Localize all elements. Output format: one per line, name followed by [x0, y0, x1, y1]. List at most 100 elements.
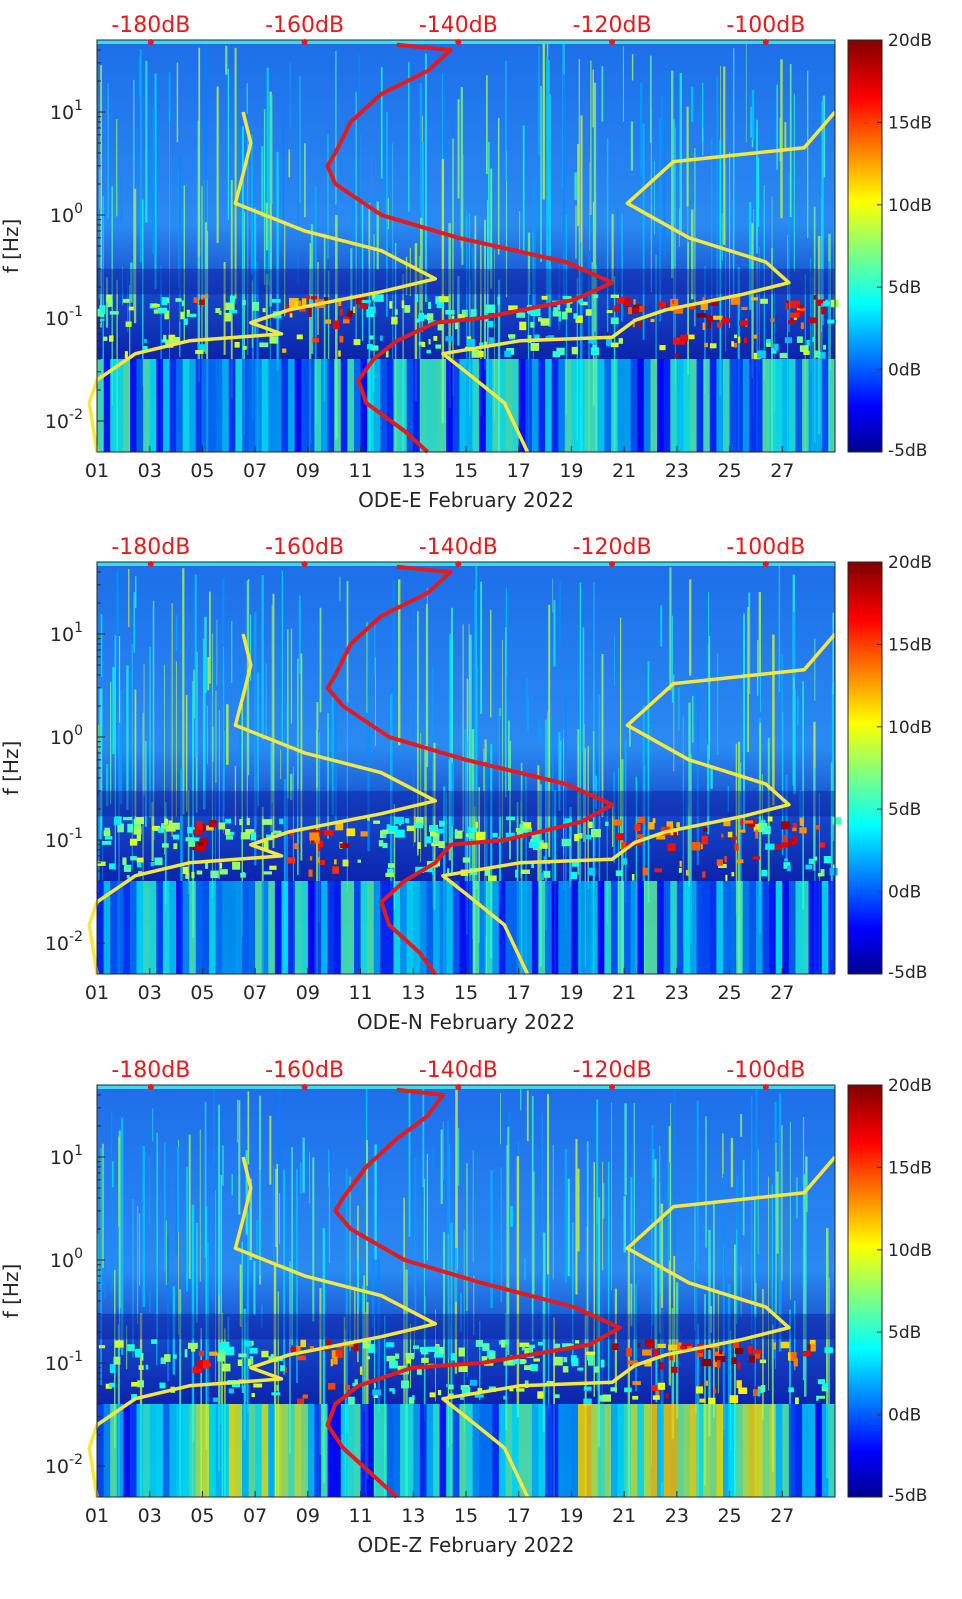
- top-db-label: -120dB: [573, 535, 652, 560]
- colorbar-label: -5dB: [888, 1486, 927, 1506]
- top-db-label: -180dB: [111, 1058, 190, 1083]
- x-tick-label: 23: [665, 460, 689, 482]
- y-tick-label: 101: [50, 98, 83, 124]
- y-tick-exponent: -1: [69, 1349, 83, 1365]
- colorbar-label: 0dB: [888, 361, 921, 381]
- low-noise-model-curve: [87, 1156, 438, 1498]
- low-noise-model-curve: [87, 111, 438, 453]
- colorbar-label: 15dB: [888, 113, 932, 133]
- x-tick-label: 03: [138, 982, 162, 1004]
- x-tick-label: 23: [665, 982, 689, 1004]
- x-tick-label: 27: [770, 460, 794, 482]
- low-noise-model-curve: [87, 633, 438, 975]
- colorbar-label: 10dB: [888, 1241, 932, 1261]
- high-noise-model-curve: [441, 632, 837, 975]
- top-tick-marker: [762, 39, 769, 45]
- low-frequency-columns: [97, 1404, 836, 1497]
- x-tick-label: 25: [717, 1505, 741, 1527]
- x-tick-label: 17: [507, 982, 531, 1004]
- high-noise-model-curve: [441, 1155, 837, 1498]
- low-frequency-columns: [97, 881, 836, 974]
- x-tick-label: 21: [612, 982, 636, 1004]
- y-axis-title: f [Hz]: [0, 741, 23, 796]
- x-tick-label: 01: [85, 460, 109, 482]
- x-tick-label: 15: [454, 460, 478, 482]
- x-tick-label: 21: [612, 1505, 636, 1527]
- top-tick-marker: [301, 1084, 308, 1090]
- top-db-label: -140dB: [419, 535, 498, 560]
- y-tick-label: 10-2: [45, 407, 83, 433]
- x-tick-label: 27: [770, 1505, 794, 1527]
- top-db-label: -160dB: [265, 13, 344, 38]
- top-db-label: -160dB: [265, 535, 344, 560]
- top-db-label: -140dB: [419, 13, 498, 38]
- top-db-label: -140dB: [419, 1058, 498, 1083]
- top-tick-marker: [147, 39, 154, 45]
- colorbar-gradient: [847, 561, 883, 975]
- top-strip: [97, 40, 835, 44]
- x-tick-label: 11: [348, 982, 372, 1004]
- x-tick-label: 23: [665, 1505, 689, 1527]
- y-tick-label: 101: [50, 1143, 83, 1169]
- x-tick-label: 17: [507, 460, 531, 482]
- colorbar-label: 10dB: [888, 196, 932, 216]
- spectrogram-texture: [98, 40, 835, 452]
- y-tick-exponent: -2: [69, 407, 83, 423]
- top-db-label: -100dB: [726, 535, 805, 560]
- x-tick-label: 27: [770, 982, 794, 1004]
- y-tick-label: 10-1: [45, 826, 83, 852]
- top-strip: [97, 562, 835, 566]
- x-tick-label: 09: [296, 1505, 320, 1527]
- x-tick-label: 01: [85, 982, 109, 1004]
- colorbar-label: 5dB: [888, 800, 921, 820]
- x-tick-label: 19: [559, 982, 583, 1004]
- y-tick-exponent: 1: [74, 98, 83, 114]
- colorbar-label: 20dB: [888, 1076, 932, 1096]
- colorbar: 20dB 15dB 10dB 5dB 0dB -5dB: [847, 1076, 932, 1506]
- x-tick-label: 07: [243, 1505, 267, 1527]
- y-tick-exponent: -2: [69, 1452, 83, 1468]
- x-tick-label: 09: [296, 460, 320, 482]
- x-tick-label: 07: [243, 460, 267, 482]
- colorbar-label: -5dB: [888, 441, 927, 461]
- x-axis-title: ODE-Z February 2022: [358, 1533, 575, 1557]
- x-tick-label: 25: [717, 982, 741, 1004]
- x-axis-title: ODE-N February 2022: [357, 1010, 575, 1034]
- x-axis-title: ODE-E February 2022: [358, 488, 574, 512]
- x-tick-label: 05: [190, 460, 214, 482]
- x-tick-label: 09: [296, 982, 320, 1004]
- top-db-label: -160dB: [265, 1058, 344, 1083]
- colorbar-gradient: [847, 39, 883, 453]
- top-tick-marker: [609, 1084, 616, 1090]
- top-tick-marker: [762, 561, 769, 567]
- quiet-band: [97, 1313, 835, 1340]
- y-tick-label: 100: [50, 723, 83, 749]
- y-tick-exponent: 0: [74, 723, 83, 739]
- top-strip: [97, 1085, 835, 1089]
- x-tick-label: 21: [612, 460, 636, 482]
- x-tick-label: 15: [454, 1505, 478, 1527]
- top-tick-marker: [301, 561, 308, 567]
- y-tick-exponent: 1: [74, 620, 83, 636]
- top-db-label: -100dB: [726, 1058, 805, 1083]
- x-tick-label: 13: [401, 1505, 425, 1527]
- x-tick-label: 03: [138, 460, 162, 482]
- y-tick-label: 100: [50, 1246, 83, 1272]
- top-tick-marker: [147, 561, 154, 567]
- y-axis-title: f [Hz]: [0, 1264, 23, 1319]
- y-tick-exponent: -1: [69, 304, 83, 320]
- top-db-label: -100dB: [726, 13, 805, 38]
- y-tick-exponent: -1: [69, 826, 83, 842]
- top-db-label: -120dB: [573, 1058, 652, 1083]
- x-tick-label: 01: [85, 1505, 109, 1527]
- y-tick-exponent: -2: [69, 929, 83, 945]
- colorbar: 20dB 15dB 10dB 5dB 0dB -5dB: [847, 553, 932, 983]
- colorbar-label: 5dB: [888, 1323, 921, 1343]
- x-tick-label: 17: [507, 1505, 531, 1527]
- x-tick-label: 19: [559, 460, 583, 482]
- y-tick-exponent: 0: [74, 201, 83, 217]
- top-db-label: -180dB: [111, 535, 190, 560]
- y-tick-label: 101: [50, 620, 83, 646]
